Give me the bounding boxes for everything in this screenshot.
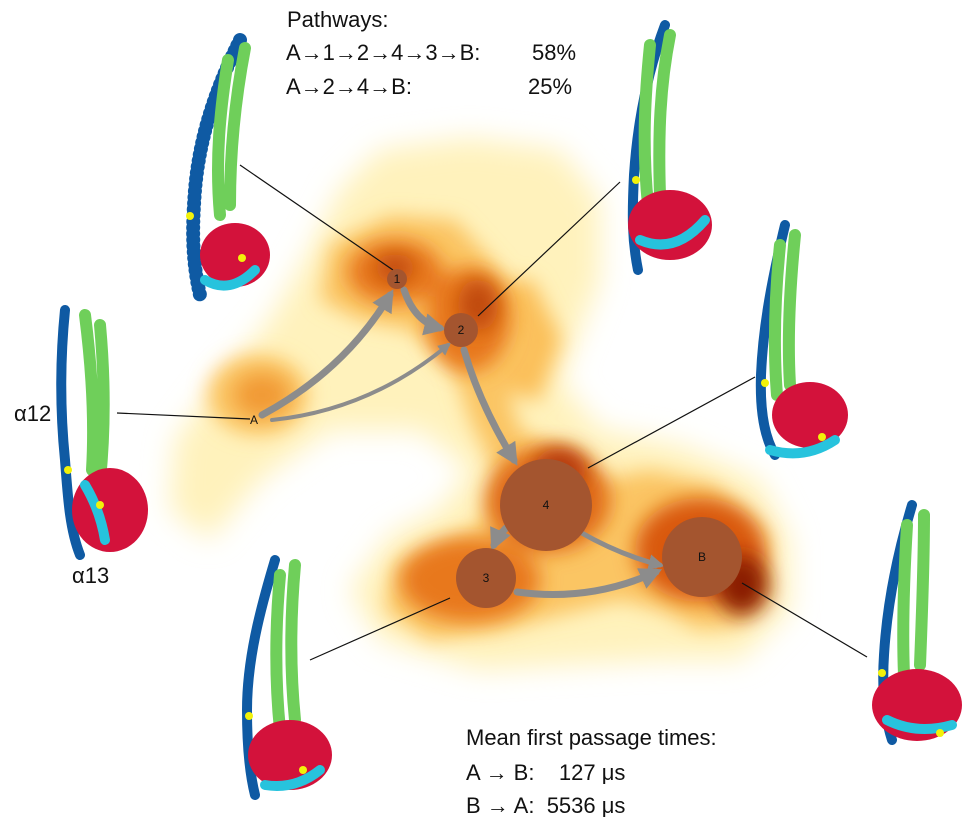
arrow-a-to-2 <box>270 342 451 422</box>
connector-state-b <box>741 582 868 658</box>
state-label-b: B <box>698 550 706 564</box>
protein-structure-a <box>56 305 148 560</box>
connector-lines <box>116 164 868 661</box>
arrow-a-to-1 <box>258 289 394 419</box>
state-nodes: A 1 2 4 3 B <box>250 269 742 608</box>
helix-label-alpha13: α13 <box>72 563 110 588</box>
pathway-percent-2: 25% <box>528 74 573 99</box>
connector-state-a <box>116 412 251 420</box>
mfpt-a-to-b: A → B: 127 μs <box>466 760 626 785</box>
connector-state-4 <box>587 376 756 469</box>
connector-state-3 <box>309 597 451 661</box>
state-label-a: A <box>250 413 258 427</box>
pathway-route-1: A→1→2→4→3→B: <box>286 40 481 65</box>
pathway-percent-1: 58% <box>532 40 577 65</box>
protein-structure-1 <box>186 33 270 302</box>
state-label-3: 3 <box>483 571 490 585</box>
helix-label-alpha12: α12 <box>14 401 52 426</box>
connector-state-2 <box>477 181 621 317</box>
pathways-title: Pathways: <box>287 7 389 32</box>
arrow-3-to-b <box>513 568 663 598</box>
arrow-4-to-3 <box>490 524 511 552</box>
connector-state-1 <box>239 164 394 271</box>
state-node-b <box>662 517 742 597</box>
state-node-4 <box>500 459 592 551</box>
state-label-2: 2 <box>458 323 465 337</box>
arrow-4-to-b <box>577 529 665 571</box>
state-label-4: 4 <box>543 498 550 512</box>
state-node-1 <box>387 269 407 289</box>
mfpt-b-to-a: B → A: 5536 μs <box>466 793 626 818</box>
state-label-1: 1 <box>394 272 401 286</box>
protein-structure-2 <box>627 20 712 275</box>
state-node-3 <box>456 548 516 608</box>
transition-arrows <box>258 286 665 598</box>
state-node-2 <box>444 313 478 347</box>
protein-structure-b <box>872 500 962 745</box>
mfpt-title: Mean first passage times: <box>466 725 717 750</box>
protein-structure-4 <box>755 220 848 460</box>
arrow-1-to-2 <box>400 286 447 336</box>
protein-structure-3 <box>241 555 332 800</box>
pathway-route-2: A→2→4→B: <box>286 74 412 99</box>
arrow-2-to-4 <box>460 346 518 466</box>
